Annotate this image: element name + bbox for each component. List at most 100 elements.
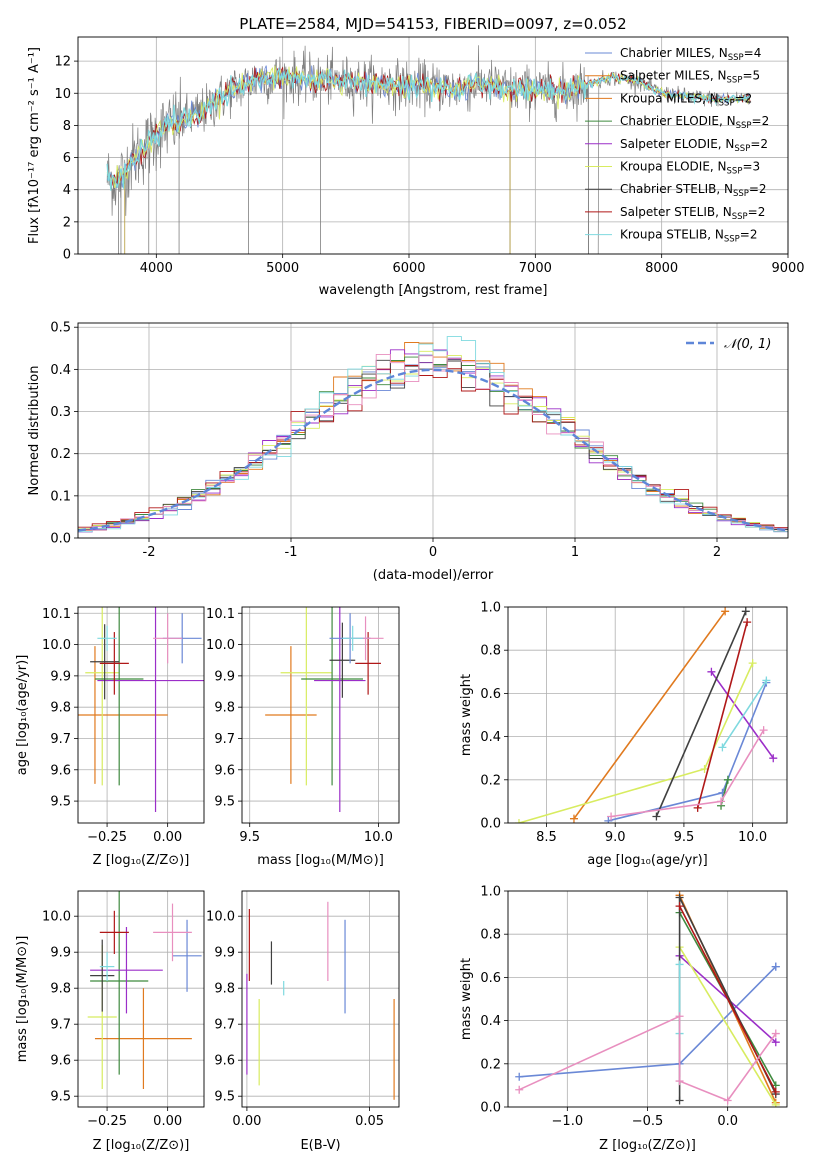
- y-tick-label: 9.7: [214, 1018, 235, 1033]
- x-tick-label: -1: [285, 545, 298, 560]
- mass-weight-line: [608, 682, 768, 822]
- plot-area: [515, 891, 780, 1107]
- mass-weight-marker: [748, 659, 757, 668]
- y-tick-label: 0.8: [480, 928, 501, 943]
- mass-weight-marker: [652, 812, 661, 821]
- plot-area: [246, 901, 395, 1100]
- y-tick-label: 4: [63, 183, 71, 198]
- legend-label-main: Kroupa ELODIE, N: [620, 160, 727, 174]
- panel-residuals: -2 -1 0 1 2 0.0 0.1 0.2 0.3 0.4 0.5 (data-model)/er…: [27, 321, 789, 583]
- mass-weight-marker: [675, 960, 684, 969]
- y-tick-label: 0.2: [480, 1057, 501, 1072]
- y-tick-label: 9.9: [214, 946, 235, 961]
- x-tick-label: 0.00: [153, 1114, 182, 1129]
- mass-weight-marker: [769, 754, 778, 763]
- y-tick-label: 9.6: [214, 763, 235, 778]
- mass-weight-marker: [604, 816, 613, 823]
- legend-label: Salpeter STELIB, NSSP=2: [620, 205, 765, 222]
- axes: 9.5 10.0 9.5 9.6 9.7 9.8 9.9 10.0 10.1 mass [log₁…: [206, 606, 400, 868]
- legend-label-val: =2: [749, 182, 767, 196]
- legend-label: Chabrier ELODIE, NSSP=2: [620, 114, 769, 131]
- panel-mw_vs_age: 8.5 9.0 9.5 10.0 0.0 0.2 0.4 0.6 0.8 1.0 age [log₁…: [459, 601, 788, 868]
- mass-weight-marker: [515, 1072, 524, 1081]
- mass-weight-marker: [741, 607, 750, 616]
- legend-label-sub: SSP: [727, 167, 743, 177]
- figure-title: PLATE=2584, MJD=54153, FIBERID=0097, z=0…: [239, 15, 626, 33]
- axes-frame: [77, 890, 205, 1108]
- x-tick-label: 7000: [519, 261, 552, 276]
- axes: 4000 5000 6000 7000 8000 9000 0 2 4 6 8 10 12 wavelen…: [27, 36, 805, 298]
- plot-area: [87, 891, 202, 1089]
- axes: −0.25 0.00 9.5 9.6 9.7 9.8 9.9 10.0 Z [log₁₀(Z/Z…: [15, 890, 205, 1153]
- axes: 8.5 9.0 9.5 10.0 0.0 0.2 0.4 0.6 0.8 1.0 age [log₁…: [459, 601, 788, 868]
- y-tick-label: 9.8: [50, 701, 71, 716]
- legend-label-sub: SSP: [734, 144, 750, 154]
- mass-weight-marker: [771, 1038, 780, 1047]
- mass-weight-marker: [515, 1085, 524, 1094]
- mass-weight-marker: [707, 667, 716, 676]
- legend-label: Chabrier STELIB, NSSP=2: [620, 182, 767, 199]
- y-tick-label: 0.4: [480, 1014, 501, 1029]
- mass-weight-line: [721, 679, 768, 748]
- mass-weight-marker: [759, 726, 768, 735]
- y-tick-label: 1.0: [480, 601, 501, 616]
- axes-frame: [507, 890, 788, 1108]
- y-tick-label: 9.7: [50, 1018, 71, 1033]
- x-axis-label: E(B-V): [300, 1138, 340, 1153]
- mass-weight-line: [655, 610, 747, 817]
- x-tick-label: 1: [571, 545, 579, 560]
- plot-area: [514, 607, 778, 823]
- y-tick-label: 9.5: [50, 1090, 71, 1105]
- x-tick-label: −1.0: [552, 1114, 584, 1129]
- y-tick-label: 12: [54, 55, 71, 70]
- plot-area: [78, 336, 788, 533]
- x-tick-label: 0: [429, 545, 437, 560]
- y-axis-label: mass weight: [459, 958, 474, 1040]
- y-tick-label: 9.9: [214, 669, 235, 684]
- grid: [242, 891, 399, 1107]
- panel-mass_vs_EBV: 0.00 0.05 9.5 9.6 9.7 9.8 9.9 10.0 E(B-V): [206, 890, 400, 1153]
- y-tick-label: 9.5: [214, 795, 235, 810]
- y-tick-label: 0.6: [480, 687, 501, 702]
- y-tick-label: 9.8: [50, 982, 71, 997]
- axes-frame: [241, 890, 400, 1108]
- x-tick-label: 9.0: [605, 830, 626, 845]
- y-tick-label: 9.8: [214, 982, 235, 997]
- panel-mw_vs_Z: −1.0 −0.5 0.0 0.0 0.2 0.4 0.6 0.8 1.0 Z [log₁₀(Z/…: [459, 885, 788, 1153]
- x-axis-label: (data-model)/error: [373, 568, 494, 583]
- mass-weight-marker: [675, 902, 684, 911]
- mass-weight-line: [678, 905, 777, 1093]
- legend-label-main: Chabrier STELIB, N: [620, 182, 733, 196]
- axes-frame: [507, 606, 788, 824]
- y-tick-label: 10.0: [206, 910, 235, 925]
- legend-label: Salpeter ELODIE, NSSP=2: [620, 137, 768, 154]
- legend-label: Kroupa MILES, NSSP=2: [620, 91, 752, 108]
- x-tick-label: −0.25: [87, 1114, 127, 1129]
- axes: −1.0 −0.5 0.0 0.0 0.2 0.4 0.6 0.8 1.0 Z [log₁₀(Z/…: [459, 885, 788, 1153]
- legend-label: Kroupa ELODIE, NSSP=3: [620, 160, 760, 177]
- legend-label: 𝒩(0, 1): [724, 337, 771, 352]
- y-tick-label: 9.5: [214, 1090, 235, 1105]
- mass-weight-marker: [723, 1096, 732, 1105]
- legend-label-main: Chabrier ELODIE, N: [620, 114, 736, 128]
- y-tick-label: 9.5: [50, 795, 71, 810]
- y-tick-label: 10.0: [42, 638, 71, 653]
- grid: [242, 607, 399, 823]
- legend-label: Salpeter MILES, NSSP=5: [620, 69, 760, 86]
- y-tick-label: 9.9: [50, 669, 71, 684]
- y-tick-label: 0.5: [50, 321, 71, 336]
- y-tick-label: 10.0: [42, 910, 71, 925]
- mass-weight-marker: [771, 962, 780, 971]
- y-tick-label: 0.0: [50, 532, 71, 547]
- y-tick-label: 9.6: [214, 1054, 235, 1069]
- y-tick-label: 0.4: [480, 730, 501, 745]
- legend-label-val: =2: [740, 228, 758, 242]
- y-tick-label: 0.2: [50, 447, 71, 462]
- mass-weight-marker: [743, 618, 752, 627]
- mass-weight-marker: [721, 607, 730, 616]
- legend-label: Kroupa STELIB, NSSP=2: [620, 228, 758, 245]
- gaussian-reference-line: [78, 368, 788, 532]
- mass-weight-marker: [607, 812, 616, 821]
- y-tick-label: 0: [63, 248, 71, 263]
